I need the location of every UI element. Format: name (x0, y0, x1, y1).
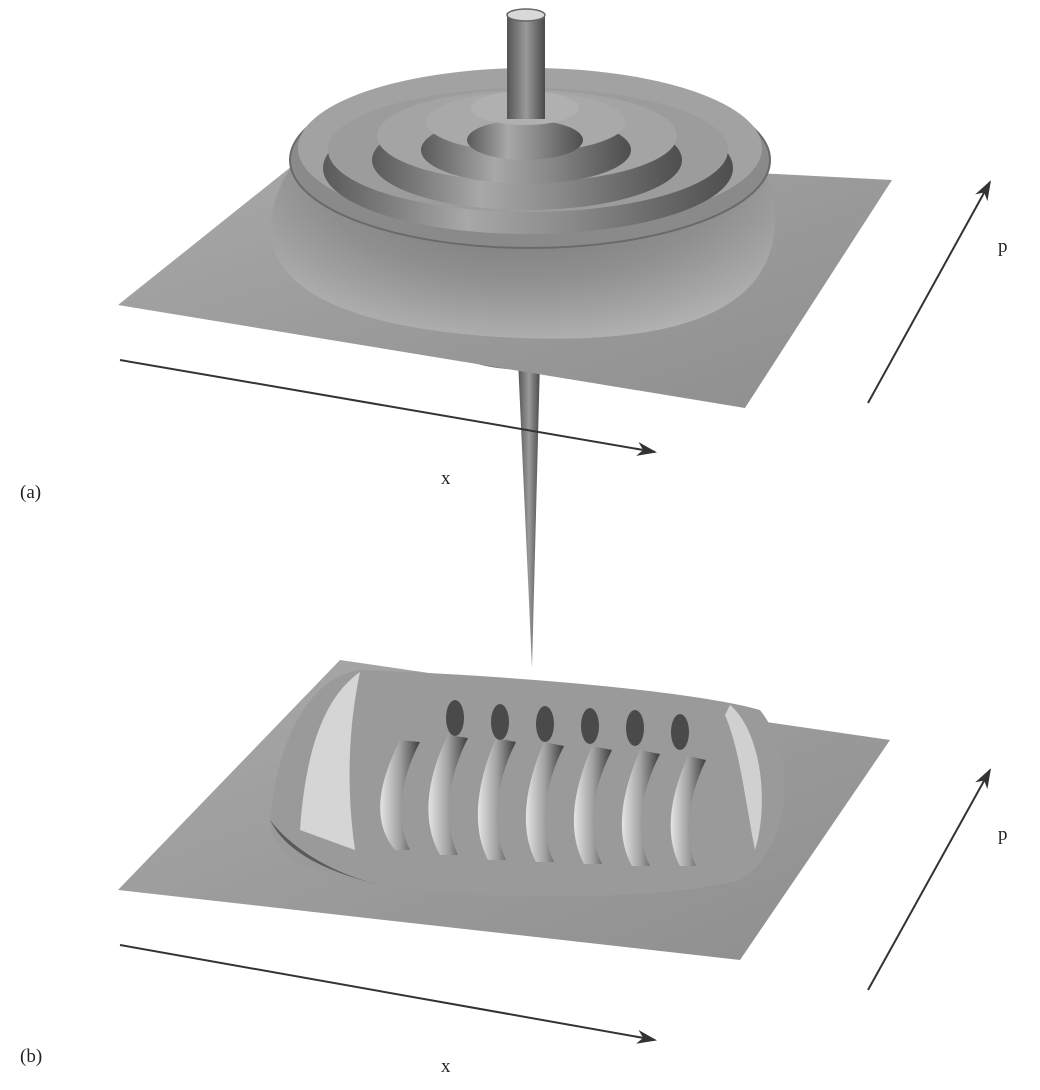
panel-b-fringe (428, 735, 468, 855)
panel-b-notch (626, 710, 644, 746)
panel-b-x-axis-arrow (119, 944, 657, 1044)
panel-b-fringe (670, 756, 706, 866)
panel-b-fringes (380, 700, 706, 866)
panel-b: x p (b) (20, 660, 1008, 1077)
panel-a-label: (a) (20, 482, 41, 503)
panel-b-fringe (621, 750, 660, 866)
panel-b-fringe (477, 738, 516, 860)
panel-b-fringe (525, 742, 564, 862)
panel-b-left-wall (300, 672, 360, 850)
panel-a-central-spike (507, 14, 545, 119)
panel-b-right-wall (725, 705, 762, 850)
panel-b-notch (581, 708, 599, 744)
panel-a: x p (a) (20, 8, 1008, 668)
panel-b-p-label: p (998, 824, 1008, 845)
panel-b-fringe (573, 746, 612, 864)
panel-b-notch (491, 704, 509, 740)
panel-b-fringe (380, 740, 420, 850)
panel-a-x-label: x (441, 468, 451, 489)
panel-a-p-axis-arrow (867, 180, 991, 404)
panel-b-x-label: x (441, 1056, 451, 1077)
panel-b-notch (446, 700, 464, 736)
panel-b-notch (671, 714, 689, 750)
panel-a-downward-spike (518, 360, 540, 668)
panel-a-central-spike-top (506, 8, 546, 22)
panel-b-p-axis-arrow (867, 768, 991, 991)
panel-a-ring-4 (467, 120, 583, 160)
panel-a-p-label: p (998, 236, 1008, 257)
panel-b-label: (b) (20, 1046, 42, 1067)
panel-a-x-axis-arrow (119, 359, 657, 456)
panel-b-notch (536, 706, 554, 742)
